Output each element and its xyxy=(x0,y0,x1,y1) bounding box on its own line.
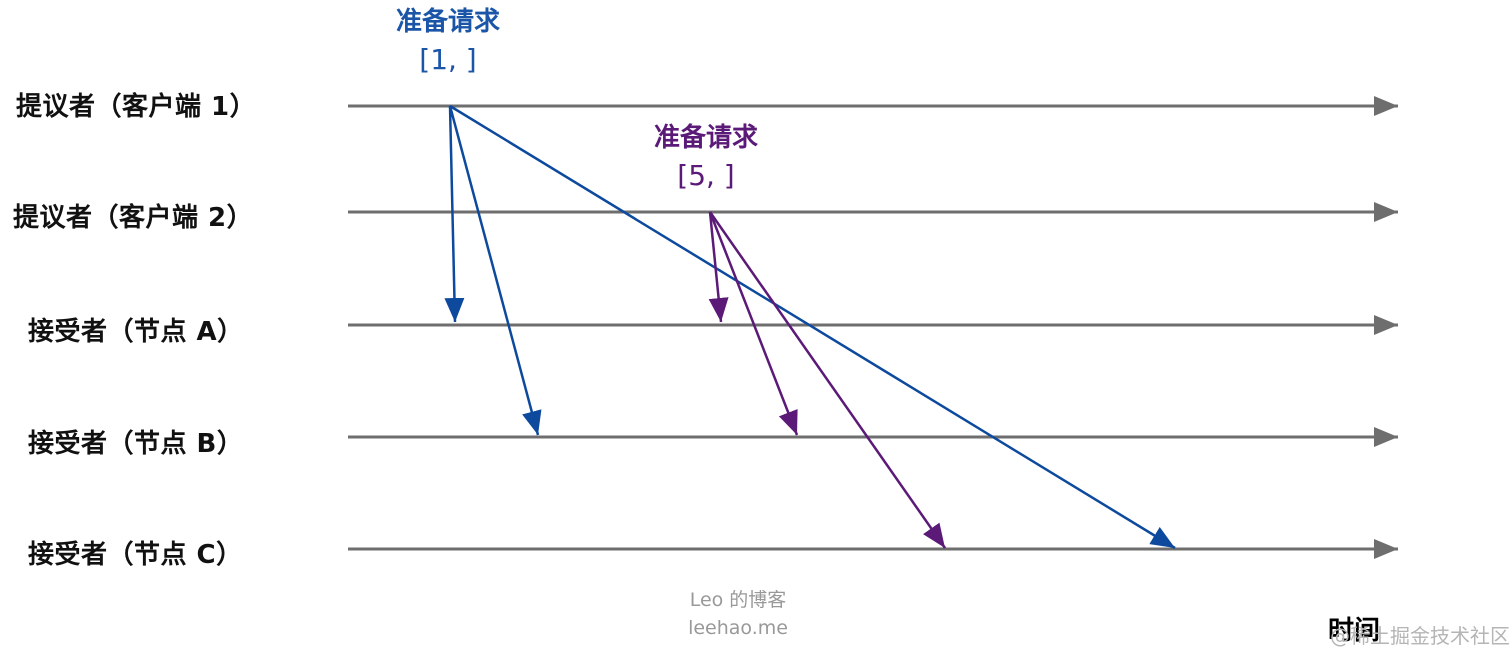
prepare-request-5-label: 准备请求 [5, ] xyxy=(638,120,774,196)
time-axis-label: 时间 xyxy=(1328,616,1381,646)
prepare-request-5-value: [5, ] xyxy=(677,159,735,192)
prepare-request-1-title: 准备请求 xyxy=(395,7,500,37)
watermark-line-1: Leo 的博客 xyxy=(689,589,787,611)
author-watermark: Leo 的博客 leehao.me xyxy=(658,586,818,642)
prepare-request-1-label: 准备请求 [1, ] xyxy=(380,4,516,80)
site-watermark: @稀土掘金技术社区 xyxy=(1330,624,1510,648)
label-proposer-1: 提议者（客户端 1） xyxy=(16,92,257,122)
prepare-1-to-b-arrow xyxy=(448,105,542,436)
watermark-line-2: leehao.me xyxy=(688,617,788,639)
prepare-request-1-value: [1, ] xyxy=(419,43,477,76)
label-proposer-2: 提议者（客户端 2） xyxy=(13,203,254,233)
prepare-5-to-c-arrow xyxy=(708,211,947,549)
prepare-request-5-title: 准备请求 xyxy=(653,123,758,153)
prepare-5-to-b-arrow xyxy=(708,211,799,436)
label-acceptor-b: 接受者（节点 B） xyxy=(28,429,244,459)
prepare-1-to-a-arrow xyxy=(444,105,465,323)
label-acceptor-c: 接受者（节点 C） xyxy=(28,540,243,570)
prepare-1-to-c-arrow xyxy=(449,104,1176,550)
prepare-5-to-a-arrow xyxy=(708,211,729,323)
label-acceptor-a: 接受者（节点 A） xyxy=(28,317,244,347)
